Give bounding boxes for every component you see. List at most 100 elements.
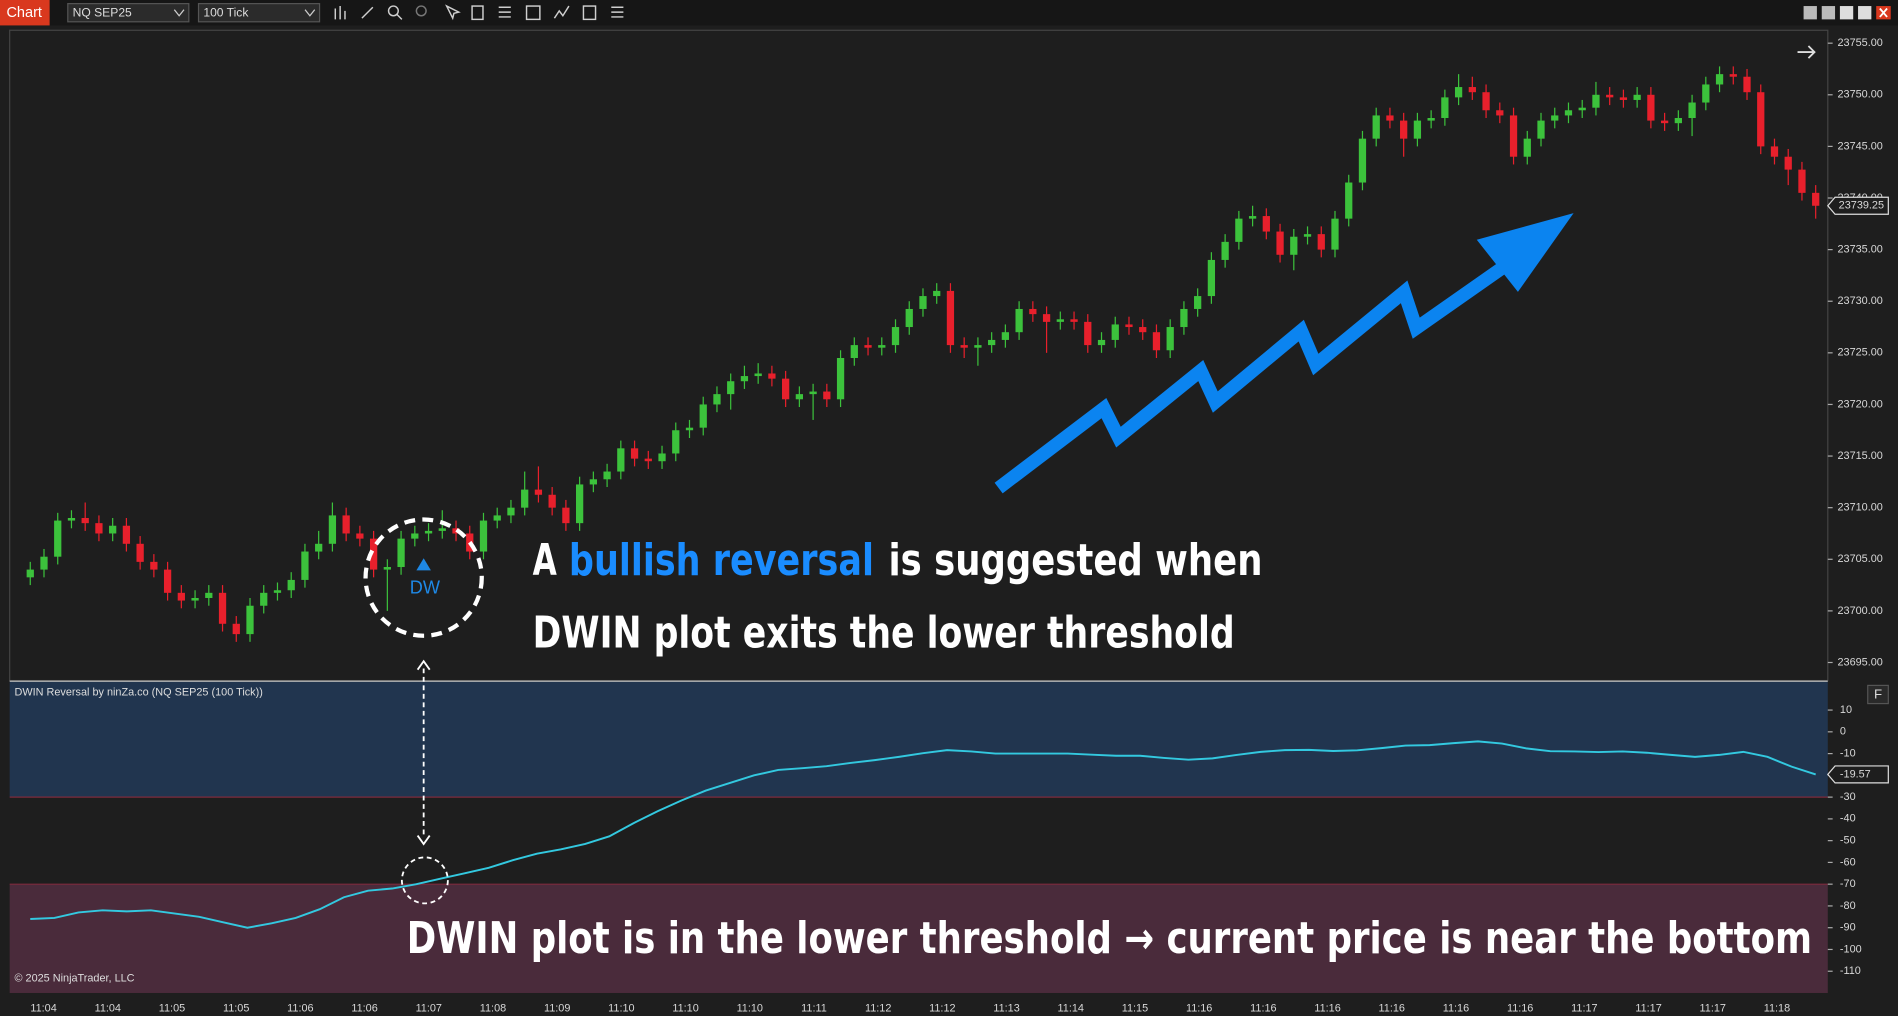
candle-body [1372, 115, 1380, 139]
candle-body [1097, 339, 1106, 346]
candle-body [1702, 84, 1710, 103]
candle-body [521, 489, 529, 508]
candle-body [273, 590, 282, 593]
panel-button[interactable] [1867, 684, 1889, 705]
x-tick-label: 11:06 [287, 1003, 313, 1015]
candle-body [1619, 97, 1628, 100]
candle-body [1194, 296, 1202, 309]
period-select[interactable] [197, 3, 321, 23]
candle-body [1578, 107, 1586, 111]
candle-body [301, 551, 309, 580]
x-tick-label: 11:14 [1058, 1003, 1084, 1015]
candle-body [1056, 319, 1064, 322]
x-tick-label: 11:08 [480, 1003, 506, 1015]
y-tick-label: 23735.00 [1837, 243, 1882, 255]
candle-body [1042, 314, 1051, 322]
x-tick-label: 11:07 [416, 1003, 442, 1015]
chart-tab[interactable] [0, 0, 50, 26]
candle-body [672, 430, 680, 454]
candle-body [260, 592, 268, 606]
candle-body [1482, 92, 1490, 111]
candle-body [232, 623, 240, 635]
candle-body [1564, 110, 1573, 116]
candle-body [1606, 94, 1614, 98]
x-tick-label: 11:09 [544, 1003, 570, 1015]
scroll-arrow[interactable] [1797, 45, 1816, 59]
candle-body [67, 517, 76, 521]
candle-body [1660, 120, 1669, 124]
copyright: © 2025 NinjaTrader, LLC [15, 972, 135, 984]
y-tick-label: -80 [1840, 900, 1856, 912]
candle-body [1454, 87, 1463, 98]
candle-body [1070, 319, 1078, 322]
candle-body [644, 458, 652, 462]
x-tick-label: 11:12 [865, 1003, 891, 1015]
candle-body [1400, 120, 1408, 139]
window-buttons[interactable] [1803, 6, 1891, 20]
axis-layer: 100-10-20-30-40-50-60-70-80-90-100-110-1… [30, 37, 1889, 1015]
candle-body [534, 489, 543, 495]
trend-arrow-head [1476, 213, 1574, 292]
y-tick-label: -30 [1840, 791, 1856, 803]
period-label: 100 Tick [203, 6, 249, 20]
candle-body [1551, 115, 1559, 121]
x-tick-label: 11:11 [801, 1003, 827, 1015]
candle-body [1509, 115, 1518, 157]
x-tick-label: 11:12 [929, 1003, 955, 1015]
y-tick-label: 23720.00 [1837, 398, 1882, 410]
candle-body [630, 448, 639, 459]
annotation-text: A [533, 536, 557, 586]
candle-body [1262, 216, 1270, 232]
candle-body [507, 507, 515, 516]
y-tick-label: 23730.00 [1837, 295, 1882, 307]
candle-body [562, 507, 570, 524]
candle-body [356, 533, 364, 539]
candle-body [40, 556, 48, 570]
panel-button-label: F [1874, 687, 1882, 702]
candle-body [1757, 92, 1765, 147]
link-arrowheads [416, 659, 431, 846]
candle-body [1317, 234, 1325, 250]
candle-body [1248, 216, 1257, 219]
y-tick-label: 23755.00 [1837, 37, 1882, 49]
candle-body [1001, 332, 1010, 340]
candle-body [836, 357, 845, 400]
y-tick-label: -60 [1840, 856, 1856, 868]
instrument-select[interactable] [67, 3, 190, 23]
y-tick-label: -70 [1840, 878, 1856, 890]
candle-body [1386, 115, 1394, 121]
x-tick-label: 11:17 [1571, 1003, 1597, 1015]
candle-body [315, 543, 323, 552]
x-tick-label: 11:16 [1314, 1003, 1340, 1015]
annotation-text: DWIN plot is in the lower threshold → cu… [407, 914, 1812, 964]
candle-body [795, 394, 804, 400]
annotation-text: DWIN plot exits the lower threshold [533, 609, 1235, 659]
y-tick-label: -50 [1840, 835, 1856, 847]
candle-body [218, 592, 227, 624]
candle-body [1770, 146, 1779, 157]
candle-body [974, 345, 982, 348]
candle-body [122, 525, 131, 544]
candle-body [438, 528, 446, 531]
candle-body [1674, 118, 1682, 124]
x-tick-label: 11:10 [672, 1003, 698, 1015]
candle-body [1743, 76, 1751, 93]
x-tick-label: 11:15 [1122, 1003, 1148, 1015]
dropdown-arrow [173, 9, 185, 17]
y-tick-label: 23705.00 [1837, 553, 1882, 565]
candle-body [658, 453, 666, 462]
y-tick-label: 23745.00 [1837, 140, 1882, 152]
tab-label: Chart [6, 5, 41, 21]
candle-body [1715, 74, 1724, 85]
x-tick-label: 11:16 [1186, 1003, 1212, 1015]
candle-body [960, 345, 968, 348]
toolbar-icons[interactable] [334, 4, 624, 21]
x-tick-label: 11:16 [1507, 1003, 1533, 1015]
candle-body [411, 533, 419, 539]
y-tick-label: -40 [1840, 813, 1856, 825]
candle-body [699, 404, 707, 428]
x-tick-label: 11:10 [737, 1003, 763, 1015]
candle-body [246, 605, 254, 635]
candle-body [727, 381, 735, 395]
annotation-layer: DW A bullish reversal is suggested when … [363, 213, 1812, 964]
